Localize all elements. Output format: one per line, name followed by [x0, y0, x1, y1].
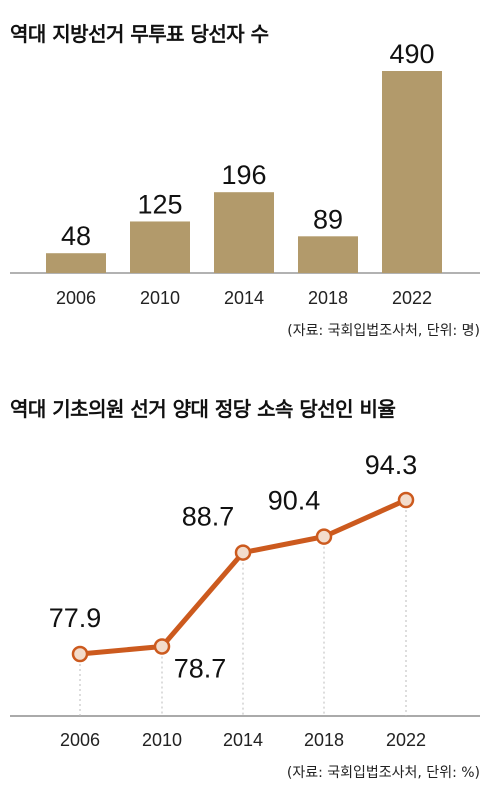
line-chart: 77.9 2006 78.7 2010 88.7 2014 90.4 2018 94.3 2022	[10, 450, 480, 750]
data-point	[71, 645, 89, 663]
bar-value-label: 48	[61, 221, 91, 251]
line-chart-source: (자료: 국회입법조사처, 단위: %)	[286, 765, 480, 781]
x-tick-label: 2010	[140, 288, 180, 308]
point-value-label: 88.7	[182, 502, 235, 532]
bar	[214, 192, 274, 273]
point-value-label: 94.3	[365, 450, 418, 480]
x-tick-label: 2014	[224, 288, 264, 308]
bar-value-label: 196	[221, 160, 266, 190]
data-point	[315, 528, 333, 545]
bar-value-label: 490	[389, 39, 434, 69]
x-tick-label: 2022	[386, 730, 426, 750]
point-value-label: 78.7	[174, 653, 227, 683]
series-line	[79, 497, 408, 657]
bar-value-label: 89	[313, 204, 343, 234]
x-tick-label: 2014	[223, 730, 263, 750]
bar-chart-source: (자료: 국회입법조사처, 단위: 명)	[287, 323, 480, 339]
bar-value-label: 125	[137, 189, 182, 219]
data-point	[397, 491, 415, 509]
x-tick-label: 2022	[392, 288, 432, 308]
bar-chart-title: 역대 지방선거 무투표 당선자 수	[10, 22, 269, 46]
bar-chart: 48 2006 125 2010 196 2014 89 2018 490 2022	[10, 39, 480, 308]
bar	[382, 71, 442, 273]
line-chart-title: 역대 기초의원 선거 양대 정당 소속 당선인 비율	[10, 397, 396, 421]
x-tick-label: 2006	[56, 288, 96, 308]
bar	[298, 236, 358, 273]
data-point	[234, 544, 252, 561]
x-tick-label: 2018	[304, 730, 344, 750]
x-tick-label: 2018	[308, 288, 348, 308]
point-value-label: 90.4	[268, 486, 321, 516]
x-tick-label: 2010	[142, 730, 182, 750]
point-value-label: 77.9	[49, 603, 102, 633]
bar	[46, 253, 106, 273]
bar	[130, 221, 190, 273]
data-point	[153, 638, 171, 655]
x-tick-label: 2006	[60, 730, 100, 750]
